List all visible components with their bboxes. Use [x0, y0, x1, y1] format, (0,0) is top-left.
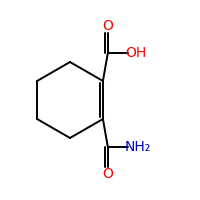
Text: OH: OH	[126, 46, 147, 60]
Text: NH₂: NH₂	[125, 140, 151, 154]
Text: O: O	[102, 19, 113, 33]
Text: O: O	[102, 167, 113, 181]
